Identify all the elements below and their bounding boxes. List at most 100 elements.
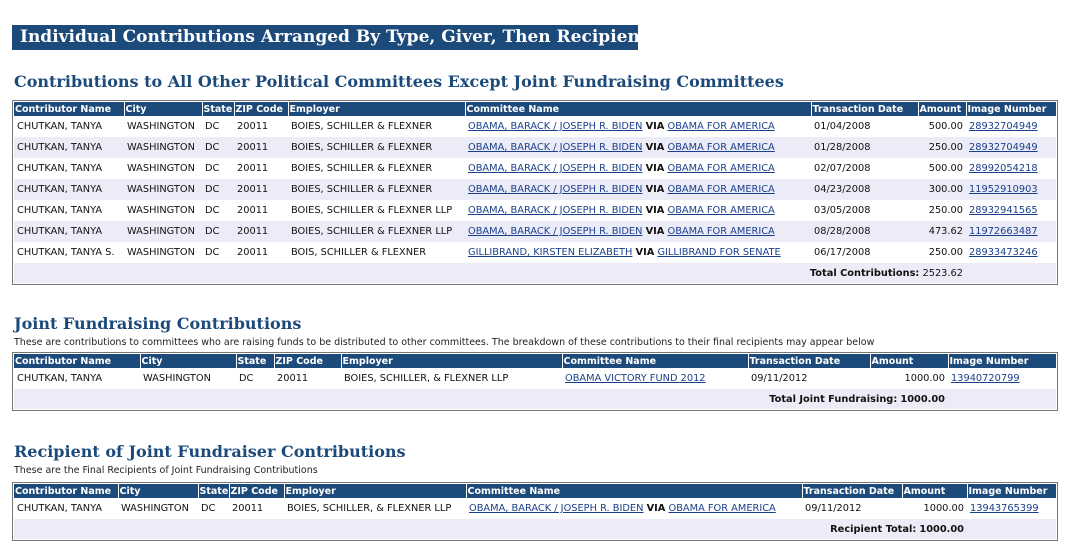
column-header: Contributor Name xyxy=(14,484,119,498)
amount-cell: 250.00 xyxy=(928,247,963,258)
column-header: Committee Name xyxy=(465,102,812,116)
image-link[interactable]: 28932704949 xyxy=(969,142,1038,153)
zip-cell: 20011 xyxy=(234,179,288,200)
total-label: Total Contributions: xyxy=(809,267,920,279)
image-link[interactable]: 13943765399 xyxy=(970,503,1039,514)
conduit-link[interactable]: OBAMA FOR AMERICA xyxy=(667,163,775,174)
image-link[interactable]: 11972663487 xyxy=(969,226,1038,237)
conduit-link[interactable]: OBAMA FOR AMERICA xyxy=(667,142,775,153)
date-cell: 08/28/2008 xyxy=(811,221,918,242)
zip-cell: 20011 xyxy=(234,137,288,158)
state-cell: DC xyxy=(239,373,254,384)
column-header: Image Number xyxy=(967,484,1057,498)
state-cell: DC xyxy=(205,205,220,216)
conduit-link[interactable]: OBAMA FOR AMERICA xyxy=(667,226,775,237)
employer-cell: BOIES, SCHILLER & FLEXNER LLP xyxy=(288,221,465,242)
image-link[interactable]: 28932704949 xyxy=(969,121,1038,132)
image-cell: 13940720799 xyxy=(948,368,1056,389)
data-row: CHUTKAN, TANYA WASHINGTON DC 20011 BOIES, SC… xyxy=(14,200,1056,221)
contributor-cell: CHUTKAN, TANYA xyxy=(17,121,103,132)
section-title: Recipient of Joint Fundraiser Contributi… xyxy=(14,442,406,461)
city-cell: WASHINGTON xyxy=(124,179,202,200)
total-label: Recipient Total: xyxy=(830,523,917,535)
total-row: Total Contributions: 2523.62 xyxy=(14,263,1056,283)
zip-cell: 20011 xyxy=(277,373,309,384)
conduit-link[interactable]: OBAMA FOR AMERICA xyxy=(667,184,775,195)
column-header: City xyxy=(140,354,237,368)
recipient-link[interactable]: OBAMA, BARACK / JOSEPH R. BIDEN xyxy=(468,226,643,237)
image-cell: 28932704949 xyxy=(966,137,1056,158)
committee-cell: OBAMA, BARACK / JOSEPH R. BIDEN VIA OBAM… xyxy=(465,158,811,179)
total-cell: Total Contributions: 2523.62 xyxy=(14,263,966,283)
column-header: ZIP Code xyxy=(229,484,285,498)
employer-cell: BOIES, SCHILLER, & FLEXNER LLP xyxy=(287,503,452,514)
state-cell: DC xyxy=(205,247,220,258)
image-cell: 28932941565 xyxy=(966,200,1056,221)
recipient-link[interactable]: OBAMA, BARACK / JOSEPH R. BIDEN xyxy=(468,205,643,216)
recipient-link[interactable]: OBAMA, BARACK / JOSEPH R. BIDEN xyxy=(468,184,643,195)
data-row: CHUTKAN, TANYA S. WASHINGTON DC 20011 BOIS, … xyxy=(14,242,1056,263)
image-cell: 28932704949 xyxy=(966,116,1056,137)
committee-cell: OBAMA, BARACK / JOSEPH R. BIDEN VIA OBAM… xyxy=(465,221,811,242)
image-link[interactable]: 28933473246 xyxy=(969,247,1038,258)
date-cell: 06/17/2008 xyxy=(814,247,871,258)
via-label: VIA xyxy=(645,121,665,132)
column-header: State xyxy=(236,354,275,368)
employer-cell: BOIES, SCHILLER & FLEXNER xyxy=(288,137,465,158)
date-cell: 02/07/2008 xyxy=(814,163,871,174)
total-spacer xyxy=(966,263,1056,283)
total-spacer xyxy=(948,389,1056,409)
employer-cell: BOIS, SCHILLER & FLEXNER xyxy=(291,247,427,258)
column-header: ZIP Code xyxy=(234,102,289,116)
section-title: Contributions to All Other Political Com… xyxy=(14,72,784,91)
contributor-cell: CHUTKAN, TANYA xyxy=(14,179,124,200)
column-header: Transaction Date xyxy=(748,354,871,368)
image-cell: 11952910903 xyxy=(966,179,1056,200)
conduit-link[interactable]: OBAMA FOR AMERICA xyxy=(667,205,775,216)
column-header: State xyxy=(198,484,230,498)
committee-cell: OBAMA, BARACK / JOSEPH R. BIDEN VIA OBAM… xyxy=(465,137,811,158)
recipient-link[interactable]: GILLIBRAND, KIRSTEN ELIZABETH xyxy=(468,247,633,258)
city-cell: WASHINGTON xyxy=(124,137,202,158)
employer-cell: BOIES, SCHILLER, & FLEXNER LLP xyxy=(344,373,509,384)
column-header: Contributor Name xyxy=(14,354,141,368)
committee-cell: GILLIBRAND, KIRSTEN ELIZABETH VIA GILLIB… xyxy=(465,242,811,263)
total-value: 1000.00 xyxy=(900,393,945,405)
image-link[interactable]: 28932941565 xyxy=(969,205,1038,216)
image-cell: 13943765399 xyxy=(967,498,1056,519)
image-cell: 28933473246 xyxy=(966,242,1056,263)
contributions-table: Contributor Name City State ZIP Code Employe… xyxy=(14,102,1057,283)
committee-cell: OBAMA VICTORY FUND 2012 xyxy=(562,368,748,389)
date-cell: 01/04/2008 xyxy=(814,121,871,132)
via-label: VIA xyxy=(645,184,665,195)
recipient-link[interactable]: OBAMA VICTORY FUND 2012 xyxy=(565,373,706,384)
recipient-link[interactable]: OBAMA, BARACK / JOSEPH R. BIDEN xyxy=(468,142,643,153)
contributions-table: Contributor Name City State ZIP Code Employe… xyxy=(14,484,1057,539)
conduit-link[interactable]: OBAMA FOR AMERICA xyxy=(668,503,776,514)
amount-cell: 500.00 xyxy=(928,163,963,174)
committee-cell: OBAMA, BARACK / JOSEPH R. BIDEN VIA OBAM… xyxy=(465,179,811,200)
zip-cell: 20011 xyxy=(234,221,288,242)
total-label: Total Joint Fundraising: xyxy=(769,393,898,405)
image-link[interactable]: 11952910903 xyxy=(969,184,1038,195)
amount-cell: 473.62 xyxy=(918,221,966,242)
column-header: Employer xyxy=(341,354,563,368)
data-row: CHUTKAN, TANYA WASHINGTON DC 20011 BOIES, SC… xyxy=(14,498,1056,519)
column-header: State xyxy=(202,102,235,116)
section-description: These are the Final Recipients of Joint … xyxy=(14,465,318,476)
state-cell: DC xyxy=(201,503,216,514)
image-link[interactable]: 13940720799 xyxy=(951,373,1020,384)
conduit-link[interactable]: GILLIBRAND FOR SENATE xyxy=(657,247,781,258)
column-header: Contributor Name xyxy=(14,102,125,116)
recipient-link[interactable]: OBAMA, BARACK / JOSEPH R. BIDEN xyxy=(469,503,644,514)
recipient-link[interactable]: OBAMA, BARACK / JOSEPH R. BIDEN xyxy=(468,121,643,132)
data-row: CHUTKAN, TANYA WASHINGTON DC 20011 BOIES, SC… xyxy=(14,137,1056,158)
image-link[interactable]: 28992054218 xyxy=(969,163,1038,174)
state-cell: DC xyxy=(202,221,234,242)
city-cell: WASHINGTON xyxy=(121,503,189,514)
contributions-table: Contributor Name City State ZIP Code Employe… xyxy=(14,354,1057,409)
recipient-link[interactable]: OBAMA, BARACK / JOSEPH R. BIDEN xyxy=(468,163,643,174)
conduit-link[interactable]: OBAMA FOR AMERICA xyxy=(667,121,775,132)
amount-cell: 1000.00 xyxy=(923,503,964,514)
